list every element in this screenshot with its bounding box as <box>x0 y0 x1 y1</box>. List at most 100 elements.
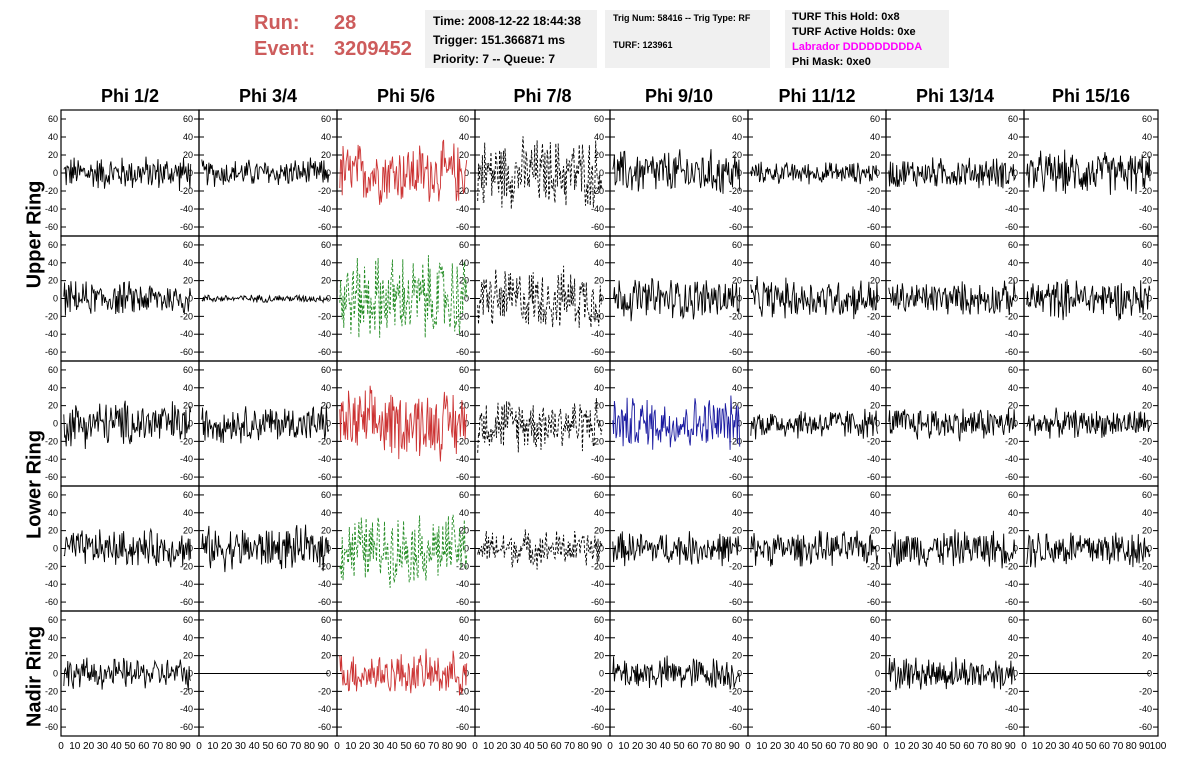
x-tick-label: 40 <box>249 741 261 752</box>
y-tick-label: 20 <box>459 651 469 661</box>
y-tick-label: -40 <box>45 579 58 589</box>
y-tick-label: 40 <box>870 132 880 142</box>
panel-r0-c2: -60 -40 -20 0 20 40 60 <box>336 109 476 237</box>
y-tick-label: -40 <box>1005 704 1018 714</box>
column-label-phi-1-2: Phi 1/2 <box>100 86 160 106</box>
x-tick-label: 30 <box>235 741 247 752</box>
y-tick-label: -60 <box>729 722 742 732</box>
y-tick-label: -40 <box>1005 329 1018 339</box>
y-tick-label: -20 <box>180 686 193 696</box>
y-tick-label: 60 <box>870 240 880 250</box>
y-tick-label: -20 <box>867 686 880 696</box>
waveform-series <box>339 385 468 462</box>
y-tick-label: -60 <box>867 347 880 357</box>
waveform-series <box>750 276 879 320</box>
y-tick-label: 0 <box>1147 544 1152 554</box>
panel-frame <box>474 360 611 487</box>
x-tick-label: 10 <box>207 741 219 752</box>
panel-r4-c6: -60 -40 -20 0 20 40 60 <box>885 610 1025 737</box>
y-tick-label: 40 <box>459 132 469 142</box>
y-tick-label: 40 <box>870 383 880 393</box>
x-tick-label: 80 <box>991 741 1003 752</box>
y-tick-label: -20 <box>318 186 331 196</box>
y-tick-label: 40 <box>1142 258 1152 268</box>
y-tick-label: 20 <box>48 401 58 411</box>
y-tick-label: -60 <box>1005 222 1018 232</box>
waveform-series <box>1026 279 1151 321</box>
y-tick-label: 40 <box>594 508 604 518</box>
y-tick-label: -60 <box>867 472 880 482</box>
y-tick-label: 40 <box>321 508 331 518</box>
panel-r4-c0: -60 -60 -40 -40 -20 -20 0 0 20 20 40 40 60 60 <box>45 610 200 737</box>
panel-r3-c7: -60 -40 -20 0 20 40 60 <box>1023 485 1159 612</box>
y-tick-label: 0 <box>875 544 880 554</box>
y-tick-label: -40 <box>456 329 469 339</box>
y-tick-label: -40 <box>591 704 604 714</box>
y-tick-label: 0 <box>464 544 469 554</box>
waveform-series <box>339 255 468 338</box>
y-tick-label: 40 <box>732 132 742 142</box>
y-tick-label: 0 <box>1013 294 1018 304</box>
y-tick-label: 0 <box>737 669 742 679</box>
y-tick-label: 20 <box>594 401 604 411</box>
panel-r1-c7: -60 -40 -20 0 20 40 60 <box>1023 235 1159 362</box>
y-tick-label: -40 <box>729 204 742 214</box>
y-tick-label: 60 <box>732 490 742 500</box>
panel-r1-c1: -60 -40 -20 0 20 40 60 <box>198 235 338 362</box>
waveform-series <box>339 514 468 588</box>
x-tick-label: 60 <box>687 741 699 752</box>
y-tick-label: 0 <box>599 669 604 679</box>
y-tick-label: 40 <box>732 633 742 643</box>
y-tick-label: -20 <box>1139 686 1152 696</box>
x-tick-label: 50 <box>400 741 412 752</box>
column-label-phi-11-12: Phi 11/12 <box>778 86 856 106</box>
x-tick-label: 90 <box>180 741 192 752</box>
panel-r3-c6: -60 -40 -20 0 20 40 60 <box>885 485 1025 612</box>
panel-r1-c0: -60 -60 -40 -40 -20 -20 0 0 20 20 40 40 60 60 <box>45 235 200 362</box>
y-tick-label: 0 <box>1013 669 1018 679</box>
y-tick-label: -40 <box>45 329 58 339</box>
x-tick-label: 20 <box>908 741 920 752</box>
y-tick-label: -20 <box>591 436 604 446</box>
column-label-phi-5-6: Phi 5/6 <box>376 86 436 106</box>
x-tick-label: 0 <box>745 741 751 752</box>
y-tick-label: -20 <box>45 561 58 571</box>
y-tick-label: 40 <box>183 258 193 268</box>
waveform-series <box>750 161 879 185</box>
waveform-series <box>63 657 192 691</box>
y-tick-label: 20 <box>870 276 880 286</box>
trig-num-text: Trig Num: 58416 -- Trig Type: RF <box>613 13 751 23</box>
y-tick-label: -60 <box>45 472 58 482</box>
y-tick-label: -60 <box>180 597 193 607</box>
time-info-box: Time: 2008-12-22 18:44:38 Trigger: 151.3… <box>425 10 597 68</box>
x-tick-label: 20 <box>359 741 371 752</box>
y-tick-label: -40 <box>45 454 58 464</box>
x-tick-label: 60 <box>138 741 150 752</box>
column-label-phi-13-14: Phi 13/14 <box>915 86 995 106</box>
y-tick-label: 20 <box>732 526 742 536</box>
column-label-phi-15-16: Phi 15/16 <box>1051 86 1131 106</box>
y-tick-label: -40 <box>318 579 331 589</box>
y-tick-label: 0 <box>53 544 58 554</box>
y-tick-label: -60 <box>867 597 880 607</box>
y-tick-label: 0 <box>1013 419 1018 429</box>
y-tick-label: -60 <box>729 597 742 607</box>
y-tick-label: -20 <box>1139 561 1152 571</box>
panel-r2-c3: -60 -40 -20 0 20 40 60 <box>474 360 611 487</box>
x-tick-label: 70 <box>290 741 302 752</box>
y-tick-label: 0 <box>464 168 469 178</box>
x-tick-label: 90 <box>1139 741 1151 752</box>
x-tick-label: 50 <box>1085 741 1097 752</box>
x-tick-label: 90 <box>456 741 468 752</box>
y-tick-label: 60 <box>594 114 604 124</box>
y-tick-label: 40 <box>732 383 742 393</box>
waveform-series <box>339 648 468 696</box>
trigger-text: Trigger: 151.366871 ms <box>433 33 566 47</box>
x-tick-label: 60 <box>1099 741 1111 752</box>
y-tick-label: 60 <box>594 490 604 500</box>
